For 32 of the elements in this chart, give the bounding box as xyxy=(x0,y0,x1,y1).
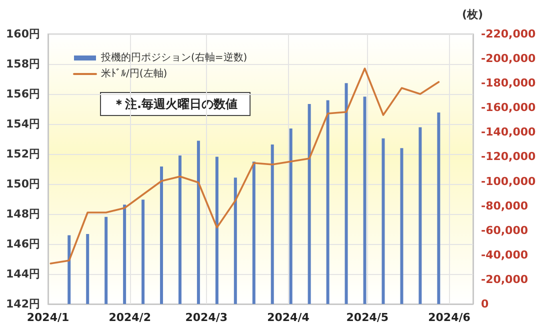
y-tick-label: 144円 xyxy=(6,268,40,280)
y2-tick-label: -200,000 xyxy=(481,52,536,66)
legend-label: 投機的円ポジション(右軸=逆数) xyxy=(100,52,248,64)
y2-tick-label: -80,000 xyxy=(481,199,528,212)
y-tick-label: 148円 xyxy=(6,208,40,220)
x-tick-label: 2024/4 xyxy=(267,311,310,324)
legend-label: 米ﾄﾞﾙ/円(左軸) xyxy=(101,68,168,80)
y2-axis-title: (枚) xyxy=(462,8,483,21)
y-tick-label: 158円 xyxy=(6,58,40,70)
y-tick-label: 156円 xyxy=(6,88,40,100)
y2-tick-label: -140,000 xyxy=(481,126,536,139)
y2-tick-label: -60,000 xyxy=(481,224,528,237)
y2-tick-label: 0 xyxy=(481,298,489,310)
y-tick-label: 154円 xyxy=(6,118,40,130)
x-tick-label: 2024/2 xyxy=(108,311,151,324)
y-tick-label: 160円 xyxy=(6,28,40,40)
y2-tick-label: -220,000 xyxy=(481,28,536,40)
y2-tick-label: -160,000 xyxy=(481,101,536,114)
x-tick-label: 2024/6 xyxy=(428,311,471,324)
y2-tick-label: -120,000 xyxy=(481,150,536,164)
y2-tick-label: -180,000 xyxy=(481,76,536,90)
y-tick-label: 142円 xyxy=(6,298,40,310)
line-series xyxy=(50,68,440,264)
x-tick-label: 2024/5 xyxy=(346,311,389,324)
y-tick-label: 146円 xyxy=(6,238,40,250)
x-tick-label: 2024/1 xyxy=(26,311,70,324)
x-tick-label: 2024/3 xyxy=(185,311,228,324)
y-tick-label: 150円 xyxy=(6,178,40,190)
y-tick-label: 152円 xyxy=(6,148,40,160)
y2-tick-label: -40,000 xyxy=(481,248,528,262)
y2-tick-label: -20,000 xyxy=(481,272,528,286)
y2-tick-label: -100,000 xyxy=(481,174,536,188)
